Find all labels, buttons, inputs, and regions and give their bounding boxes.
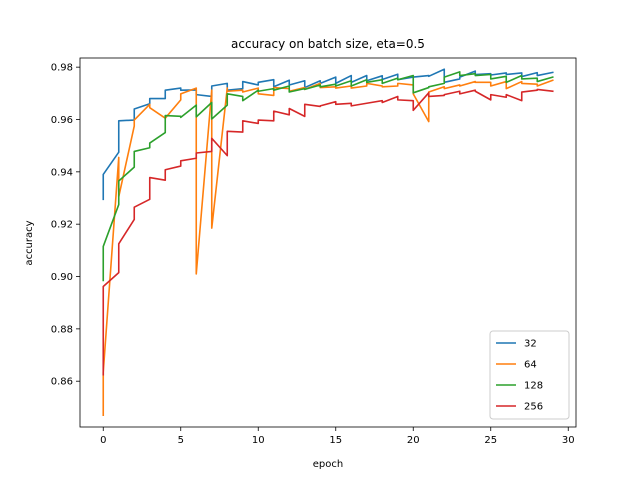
legend-label-32: 32 bbox=[524, 339, 537, 350]
x-tick-label: 15 bbox=[329, 435, 342, 446]
y-tick-label: 0.88 bbox=[51, 324, 73, 335]
y-tick-label: 0.96 bbox=[51, 115, 73, 126]
x-axis: 0 5 10 15 20 25 30 bbox=[100, 427, 575, 446]
x-tick-label: 5 bbox=[178, 435, 184, 446]
series-layer bbox=[102, 68, 554, 417]
y-tick-label: 0.94 bbox=[51, 167, 73, 178]
y-tick-label: 0.90 bbox=[51, 272, 73, 283]
chart-title: accuracy on batch size, eta=0.5 bbox=[231, 37, 425, 51]
series-line-128 bbox=[102, 71, 554, 282]
legend-label-128: 128 bbox=[524, 381, 543, 392]
x-tick-label: 30 bbox=[562, 435, 575, 446]
x-tick-label: 20 bbox=[407, 435, 420, 446]
x-tick-label: 0 bbox=[100, 435, 106, 446]
y-tick-label: 0.86 bbox=[51, 377, 73, 388]
series-line-256 bbox=[102, 88, 554, 376]
y-tick-label: 0.98 bbox=[51, 63, 73, 74]
x-axis-label: epoch bbox=[313, 459, 343, 470]
series-line-32 bbox=[102, 68, 554, 201]
legend: 32 64 128 256 bbox=[489, 330, 570, 420]
plot-frame bbox=[79, 57, 577, 428]
x-tick-label: 25 bbox=[484, 435, 497, 446]
legend-label-256: 256 bbox=[524, 402, 543, 413]
series-line-64 bbox=[102, 79, 554, 417]
y-axis-label: accuracy bbox=[24, 220, 35, 265]
y-axis: 0.86 0.88 0.90 0.92 0.94 0.96 0.98 bbox=[51, 63, 80, 388]
y-tick-label: 0.92 bbox=[51, 220, 73, 231]
legend-frame bbox=[489, 330, 570, 420]
legend-label-64: 64 bbox=[524, 360, 537, 371]
x-tick-label: 10 bbox=[252, 435, 265, 446]
plot-area bbox=[79, 57, 577, 428]
